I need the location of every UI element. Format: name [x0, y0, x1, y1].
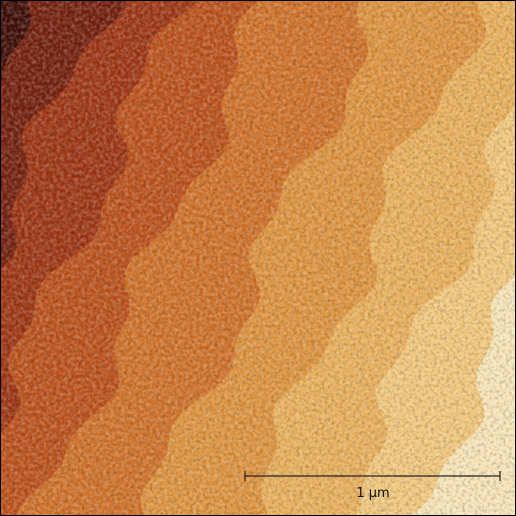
scale-bar: 1 µm — [244, 471, 501, 501]
scale-bar-label: 1 µm — [356, 486, 389, 501]
